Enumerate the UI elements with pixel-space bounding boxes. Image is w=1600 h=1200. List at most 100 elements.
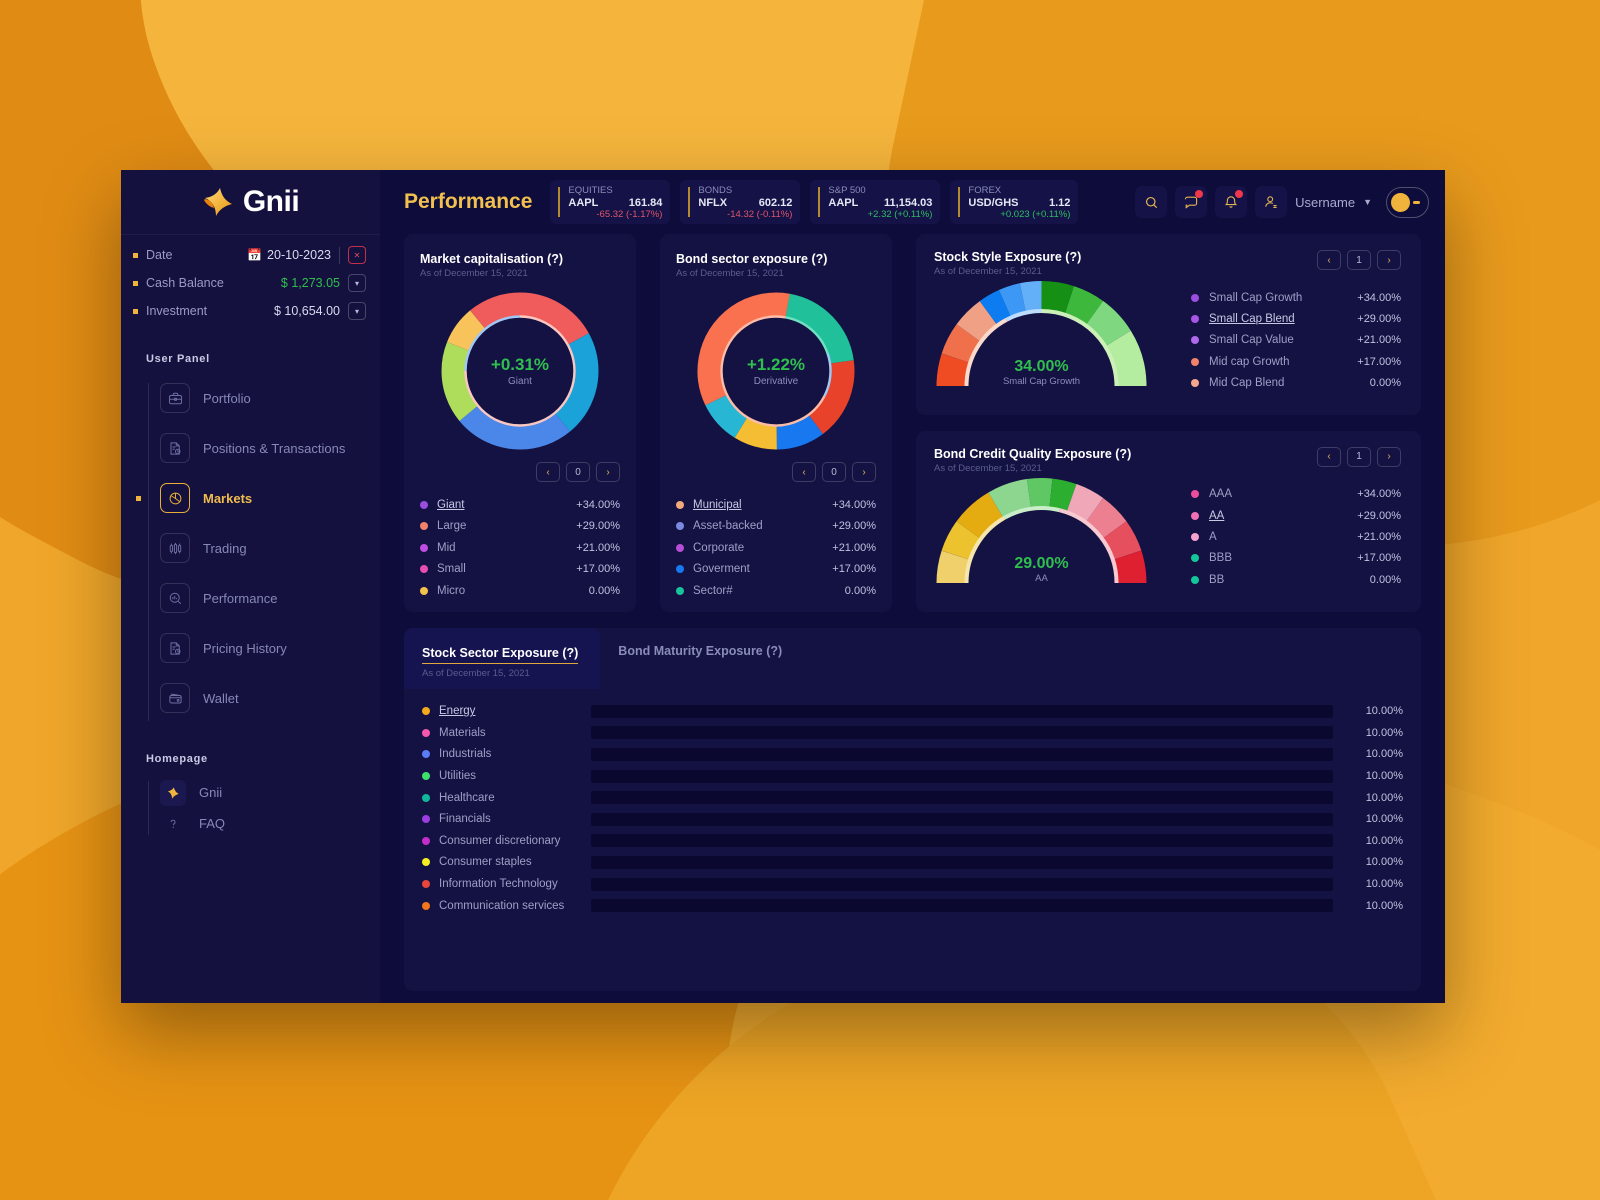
bar-row[interactable]: Information Technology 10.00%	[422, 873, 1403, 895]
bar-row[interactable]: Consumer discretionary 10.00%	[422, 830, 1403, 852]
pager-next-button[interactable]: ›	[852, 462, 876, 482]
legend-row[interactable]: BBB +17.00%	[1191, 548, 1401, 569]
legend-row[interactable]: BB 0.00%	[1191, 569, 1401, 590]
card-title: Bond Credit Quality Exposure (?)	[934, 446, 1132, 461]
legend-row[interactable]: Sector# 0.00%	[676, 580, 876, 602]
tab-bond-maturity-exposure[interactable]: Bond Maturity Exposure (?)	[600, 628, 804, 689]
gauge-center-value: 34.00%	[1014, 358, 1069, 375]
ticker-sp500[interactable]: S&P 500 AAPL 11,154.03 +2.32 (+0.11%)	[810, 180, 941, 224]
bar-row[interactable]: Utilities 10.00%	[422, 765, 1403, 787]
stat-row-date[interactable]: Date 📅 20-10-2023 ✕	[121, 241, 380, 269]
legend-row[interactable]: Large +29.00%	[420, 516, 620, 538]
stat-row-investment[interactable]: Investment $ 10,654.00 ▾	[121, 297, 380, 325]
card-stock-style-exposure: Stock Style Exposure (?) As of December …	[916, 234, 1421, 415]
tab-stock-sector-exposure[interactable]: Stock Sector Exposure (?) As of December…	[404, 627, 601, 689]
legend-value: +17.00%	[1357, 552, 1401, 565]
sidebar-item-gnii[interactable]: Gnii	[148, 777, 380, 808]
gauge-svg	[936, 477, 1147, 584]
sidebar-item-pricing-history[interactable]: Pricing History	[148, 627, 380, 669]
donut-chart-market-cap: +0.31% Giant	[420, 279, 620, 462]
donut-center-name: Giant	[508, 375, 532, 387]
legend-row[interactable]: Small Cap Value +21.00%	[1191, 330, 1401, 351]
chevron-down-icon[interactable]: ▾	[348, 302, 366, 320]
stat-label: Investment	[146, 304, 208, 318]
ticker-category: EQUITIES	[568, 185, 613, 196]
user-settings-icon[interactable]	[1255, 186, 1288, 218]
legend-row[interactable]: AAA +34.00%	[1191, 484, 1401, 505]
pager-prev-button[interactable]: ‹	[1317, 250, 1341, 270]
close-circle-icon[interactable]: ✕	[348, 246, 366, 264]
bar-row[interactable]: Consumer staples 10.00%	[422, 852, 1403, 874]
pager-page-number[interactable]: 0	[822, 462, 846, 482]
card-body: 29.00% AA AAA +34.00%	[934, 477, 1401, 590]
bar-row[interactable]: Energy 10.00%	[422, 701, 1403, 723]
sidebar-item-performance[interactable]: Performance	[148, 577, 380, 619]
pager-prev-button[interactable]: ‹	[536, 462, 560, 482]
legend-row[interactable]: Corporate +21.00%	[676, 537, 876, 559]
legend-row[interactable]: Giant +34.00%	[420, 494, 620, 516]
search-icon[interactable]	[1135, 186, 1168, 218]
ticker-price: 161.84	[628, 197, 663, 209]
tab-label: Bond Maturity Exposure (?)	[618, 643, 783, 658]
pager-page-number[interactable]: 0	[566, 462, 590, 482]
legend-value: +34.00%	[1357, 488, 1401, 501]
card-subtitle: As of December 15, 2021	[934, 462, 1042, 474]
pager-next-button[interactable]: ›	[596, 462, 620, 482]
legend-value: 0.00%	[1369, 376, 1401, 389]
legend-label: Asset-backed	[693, 520, 763, 533]
pager-prev-button[interactable]: ‹	[1317, 446, 1341, 467]
card-header: Bond Credit Quality Exposure (?) As of D…	[934, 446, 1401, 474]
legend-row[interactable]: AA +29.00%	[1191, 505, 1401, 526]
sidebar-item-markets[interactable]: Markets	[136, 477, 380, 519]
legend-dot	[422, 858, 430, 867]
ticker-equities[interactable]: EQUITIES AAPL 161.84 -65.32 (-1.17%)	[550, 180, 671, 224]
pager-next-button[interactable]: ›	[1377, 446, 1401, 467]
chevron-down-icon[interactable]: ▾	[348, 274, 366, 292]
pager-prev-button[interactable]: ‹	[792, 462, 816, 482]
legend-row[interactable]: Micro 0.00%	[420, 580, 620, 602]
legend-row[interactable]: Small +17.00%	[420, 559, 620, 581]
bar-row[interactable]: Financials 10.00%	[422, 808, 1403, 830]
donut-svg	[697, 292, 855, 449]
ticker-symbol: NFLX	[698, 197, 728, 209]
bar-row[interactable]: Industrials 10.00%	[422, 744, 1403, 766]
ticker-forex[interactable]: FOREX USD/GHS 1.12 +0.023 (+0.11%)	[950, 180, 1079, 224]
legend-row[interactable]: Goverment +17.00%	[676, 559, 876, 581]
chat-icon[interactable]	[1175, 186, 1208, 218]
legend-row[interactable]: Mid cap Growth +17.00%	[1191, 351, 1401, 372]
bar-row[interactable]: Healthcare 10.00%	[422, 787, 1403, 809]
sidebar-item-faq[interactable]: FAQ	[148, 808, 380, 839]
legend-row[interactable]: Small Cap Growth +34.00%	[1191, 287, 1401, 308]
theme-toggle[interactable]	[1386, 186, 1429, 218]
pager-page-number[interactable]: 1	[1347, 446, 1371, 467]
brand[interactable]: Gnii	[121, 170, 380, 234]
sidebar-item-positions-transactions[interactable]: Positions & Transactions	[148, 427, 380, 469]
legend-dot	[420, 543, 428, 552]
notification-dot	[1235, 190, 1244, 198]
sidebar-item-label: Positions & Transactions	[203, 440, 346, 456]
bar-label: Healthcare	[439, 791, 495, 804]
pager-next-button[interactable]: ›	[1377, 250, 1401, 270]
bell-icon[interactable]	[1215, 186, 1248, 218]
legend-row[interactable]: A +21.00%	[1191, 526, 1401, 547]
sidebar-item-trading[interactable]: Trading	[148, 527, 380, 569]
sidebar: Gnii Date 📅 20-10-2023 ✕ Cash Balance $ …	[121, 170, 380, 1003]
legend-value: 0.00%	[588, 584, 620, 597]
bar-row[interactable]: Communication services 10.00%	[422, 895, 1403, 917]
sidebar-item-wallet[interactable]: Wallet	[148, 677, 380, 719]
legend-dot	[1191, 532, 1199, 541]
stat-row-cash-balance[interactable]: Cash Balance $ 1,273.05 ▾	[121, 269, 380, 297]
legend-row[interactable]: Mid Cap Blend 0.00%	[1191, 372, 1401, 393]
ticker-change: +2.32 (+0.11%)	[867, 209, 933, 220]
legend-row[interactable]: Asset-backed +29.00%	[676, 516, 876, 538]
legend-row[interactable]: Municipal +34.00%	[676, 494, 876, 516]
ticker-price: 11,154.03	[884, 197, 933, 209]
chevron-down-icon[interactable]: ▼	[1363, 197, 1372, 207]
legend-row[interactable]: Mid +21.00%	[420, 537, 620, 559]
legend-row[interactable]: Small Cap Blend +29.00%	[1191, 308, 1401, 329]
ticker-category: BONDS	[698, 185, 733, 196]
pager-page-number[interactable]: 1	[1347, 250, 1371, 270]
sidebar-item-portfolio[interactable]: Portfolio	[148, 377, 380, 419]
bar-row[interactable]: Materials 10.00%	[422, 722, 1403, 744]
ticker-bonds[interactable]: BONDS NFLX 602.12 -14.32 (-0.11%)	[680, 180, 801, 224]
